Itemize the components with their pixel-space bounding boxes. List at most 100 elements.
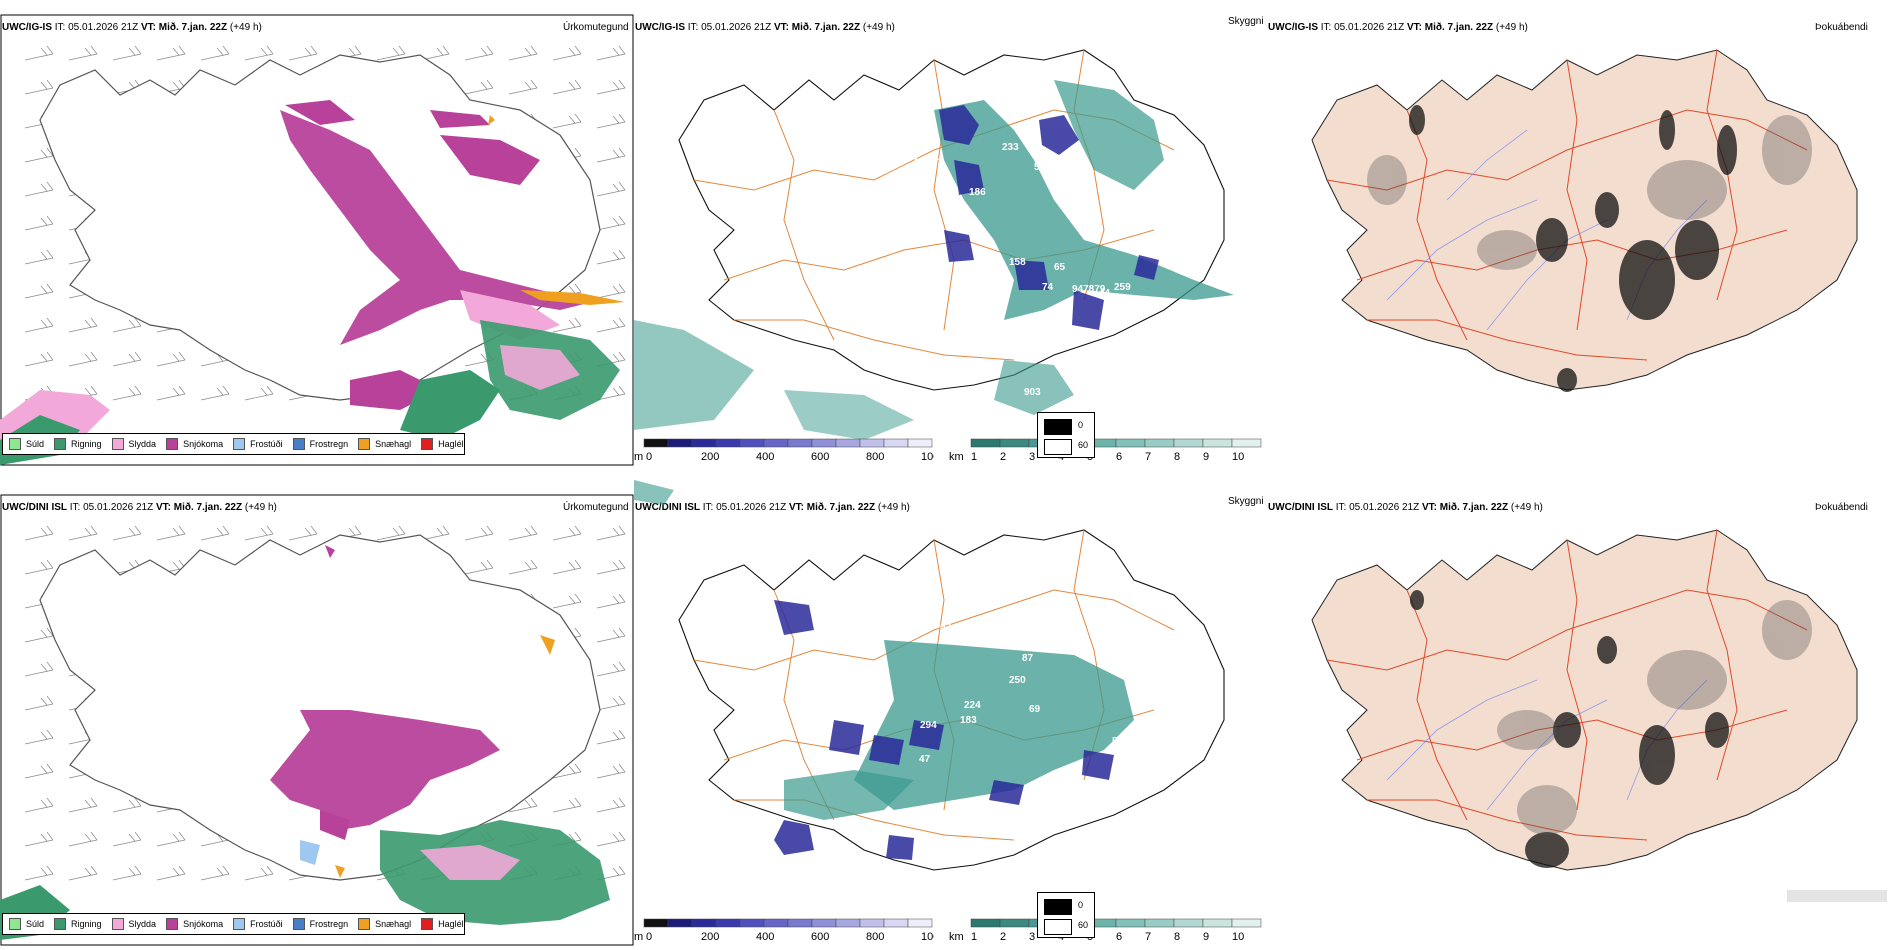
legend-item: Haglél <box>421 438 464 450</box>
visibility-value-label: 69 <box>1029 704 1041 715</box>
legend-label: Snjókoma <box>183 439 224 449</box>
valid-time: VT: Mið. 7.jan. 22Z <box>773 22 861 33</box>
wind-barb <box>68 831 98 847</box>
legend-item: Snæhagl <box>358 918 411 930</box>
wind-barb <box>552 593 582 609</box>
legend-label: Frostregn <box>309 439 349 449</box>
lead-time: (+49 h) <box>877 502 910 513</box>
wind-barb <box>596 593 626 609</box>
wind-barb <box>24 661 54 677</box>
visibility-scale-bin <box>1115 918 1146 928</box>
wind-barb <box>464 525 494 541</box>
height-scale-bin <box>691 438 717 448</box>
panel-header: UWC/DINI ISL IT: 05.01.2026 21Z VT: Mið.… <box>635 502 910 513</box>
legend-swatch <box>9 918 21 930</box>
visibility-value-label: 131 <box>1028 624 1045 635</box>
visibility-value-label: 186 <box>969 187 986 198</box>
visibility-scale-tick: 7 <box>1145 451 1151 463</box>
height-scale-tick: 0 <box>646 451 652 463</box>
wind-barb <box>288 45 318 61</box>
visibility-value-label: 183 <box>960 715 977 726</box>
wind-barb <box>596 147 626 163</box>
visibility-value-label: 44 <box>1099 288 1111 299</box>
panel-title: Þokuábendi <box>1815 22 1868 33</box>
height-scale-unit: m <box>634 451 643 463</box>
wind-barb <box>596 729 626 745</box>
wind-barb <box>24 729 54 745</box>
height-scale-bin <box>691 918 717 928</box>
wind-barb <box>24 559 54 575</box>
height-scale-bin <box>667 918 693 928</box>
visibility-value-label: 947879 <box>1072 284 1106 295</box>
wind-barb <box>112 45 142 61</box>
visibility-value-label: 74 <box>1042 282 1054 293</box>
visibility-value-label: 76 <box>892 587 904 598</box>
wind-barb <box>24 763 54 779</box>
wind-barb <box>508 525 538 541</box>
visibility-scale-bin <box>970 438 1001 448</box>
panel-title: Skyggni <box>1228 496 1264 507</box>
fog-legend: 0 60 <box>1037 892 1095 938</box>
wind-barb <box>112 831 142 847</box>
height-scale-bin <box>643 918 669 928</box>
wind-barb <box>156 45 186 61</box>
visibility-scale-bin <box>999 438 1030 448</box>
wind-barb <box>596 525 626 541</box>
precip-map <box>0 14 634 466</box>
legend-item: Frostregn <box>292 438 349 450</box>
visibility-scale-bin <box>1144 918 1175 928</box>
height-scale-bin <box>883 918 909 928</box>
legend-label: Slydda <box>128 919 157 929</box>
visibility-value-label: 05 <box>1012 104 1024 115</box>
visibility-scale-tick: 8 <box>1174 451 1180 463</box>
height-scale-bin <box>715 918 741 928</box>
panel-visibility-row2: UWC/DINI ISL IT: 05.01.2026 21Z VT: Mið.… <box>634 480 1267 950</box>
precip-type-legend: Súld Rigning Slydda Snjókoma Frostúði Frostre… <box>2 433 465 455</box>
visibility-value-label: 87 <box>1022 653 1034 664</box>
height-scale-tick: 600 <box>811 451 829 463</box>
wind-barb <box>24 249 54 265</box>
visibility-value-label: 903 <box>1024 387 1041 398</box>
visibility-scale: km12345678910 <box>949 435 1264 465</box>
height-scale-bin <box>835 438 861 448</box>
height-scale-tick: 0 <box>646 931 652 943</box>
wind-barb <box>244 385 274 401</box>
height-scale-tick: 1000 <box>921 931 934 943</box>
visibility-scale-bin <box>999 918 1030 928</box>
panel-header: UWC/IG-IS IT: 05.01.2026 21Z VT: Mið. 7.… <box>1268 22 1528 33</box>
height-scale-tick: 200 <box>701 931 719 943</box>
visibility-scale-bin <box>1144 438 1175 448</box>
height-scale-tick: 200 <box>701 451 719 463</box>
panel-precip-type-row2: UWC/DINI ISL IT: 05.01.2026 21Z VT: Mið.… <box>0 480 634 950</box>
visibility-scale-bin <box>970 918 1001 928</box>
height-scale-bin <box>763 918 789 928</box>
wind-barb <box>156 525 186 541</box>
wind-barb <box>200 385 230 401</box>
legend-label: Haglél <box>438 919 464 929</box>
wind-barb <box>112 525 142 541</box>
wind-barb <box>376 525 406 541</box>
visibility-value-label: 294 <box>920 720 937 731</box>
wind-barb <box>508 559 538 575</box>
height-scale-bin <box>763 438 789 448</box>
model-name: UWC/DINI ISL <box>2 502 67 513</box>
visibility-scale-bin <box>1202 438 1233 448</box>
wind-barb <box>552 797 582 813</box>
lead-time: (+49 h) <box>229 22 262 33</box>
height-scale-bin <box>739 438 765 448</box>
precip-type-legend: Súld Rigning Slydda Snjókoma Frostúði Frostre… <box>2 913 465 935</box>
visibility-value-label: 55 <box>1134 697 1146 708</box>
wind-barb <box>24 181 54 197</box>
visibility-scale-tick: 3 <box>1029 931 1035 943</box>
wind-barb <box>552 525 582 541</box>
visibility-scale-bin <box>1231 438 1262 448</box>
legend-swatch <box>358 438 371 450</box>
wind-barb <box>112 865 142 881</box>
visibility-scale-tick: 1 <box>971 931 977 943</box>
init-time: IT: 05.01.2026 21Z <box>702 502 787 513</box>
wind-barb <box>24 695 54 711</box>
wind-barb <box>156 351 186 367</box>
wind-barb <box>24 79 54 95</box>
visibility-value-label: 224 <box>964 700 981 711</box>
